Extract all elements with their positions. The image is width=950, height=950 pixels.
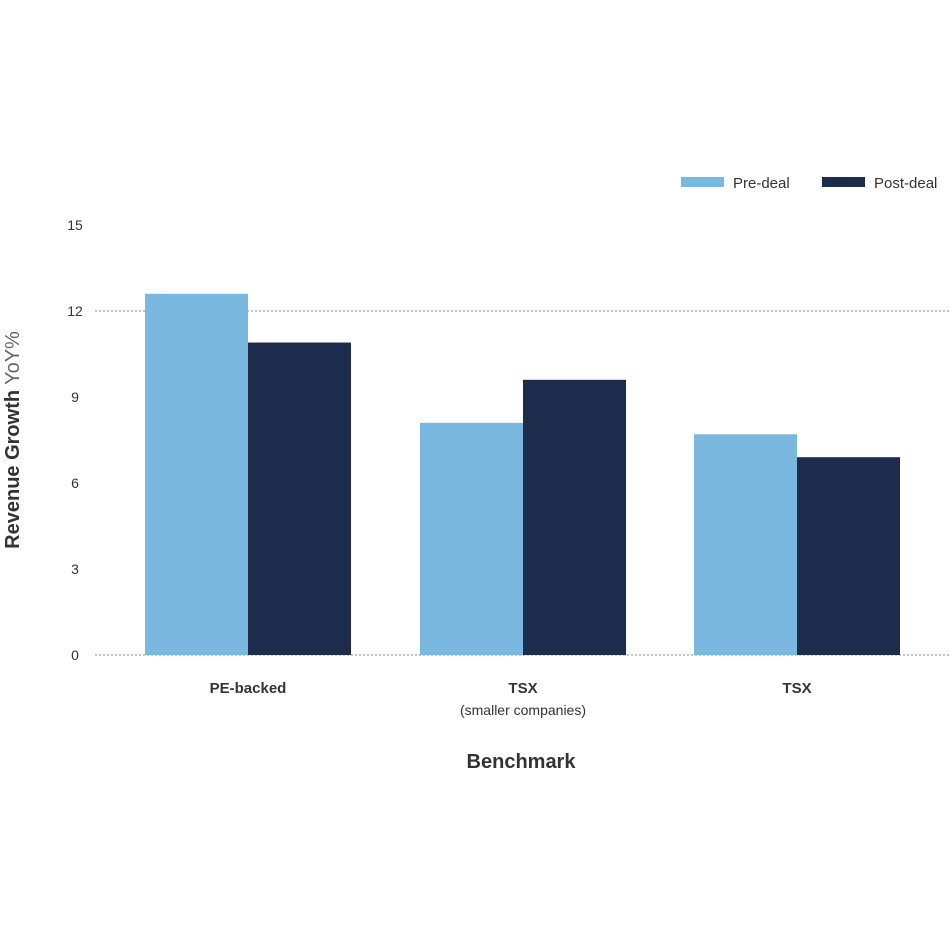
x-tick-label: PE-backed xyxy=(210,680,287,697)
bar-pre-deal-0 xyxy=(145,293,248,655)
y-axis-title-light: YoY% xyxy=(2,331,24,385)
legend-label-pre-deal: Pre-deal xyxy=(733,175,790,192)
legend-swatch-post-deal xyxy=(822,177,865,187)
legend-swatch-pre-deal xyxy=(681,177,724,187)
y-tick-label: 12 xyxy=(67,303,83,319)
legend: Pre-deal Post-deal xyxy=(681,175,937,192)
y-tick-label: 3 xyxy=(71,561,79,577)
bars xyxy=(145,293,900,655)
y-tick-label: 15 xyxy=(67,217,83,233)
legend-label-post-deal: Post-deal xyxy=(874,175,937,192)
bar-post-deal-1 xyxy=(523,379,626,655)
y-axis-title-bold: Revenue Growth xyxy=(2,390,24,549)
y-tick-label: 9 xyxy=(71,389,79,405)
x-tick-sublabel: (smaller companies) xyxy=(460,702,586,718)
bar-pre-deal-2 xyxy=(694,434,797,655)
y-axis-ticks: 0 3 6 9 12 15 xyxy=(67,217,83,663)
x-axis-categories: PE-backed TSX (smaller companies) TSX xyxy=(210,680,812,718)
y-axis-title: Revenue Growth YoY% xyxy=(2,331,24,549)
x-tick-label: TSX xyxy=(508,680,537,697)
y-tick-label: 0 xyxy=(71,647,79,663)
x-axis-title: Benchmark xyxy=(467,751,577,773)
bar-pre-deal-1 xyxy=(420,422,523,655)
x-tick-label: TSX xyxy=(782,680,811,697)
y-tick-label: 6 xyxy=(71,475,79,491)
bar-post-deal-0 xyxy=(248,342,351,655)
bar-post-deal-2 xyxy=(797,457,900,655)
